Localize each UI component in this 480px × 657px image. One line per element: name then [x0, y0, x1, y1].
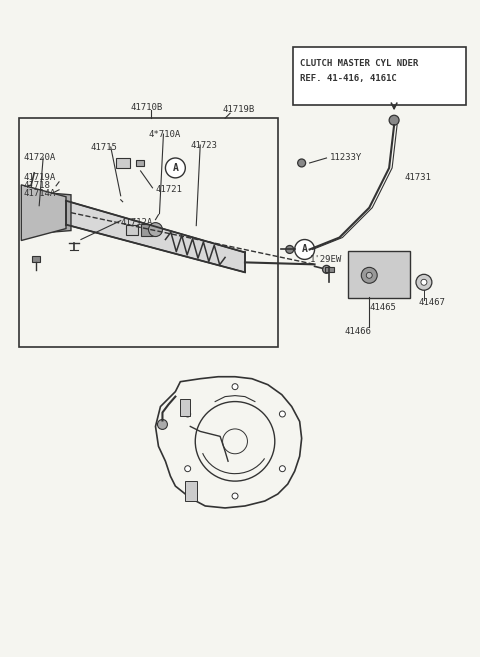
Text: 41731: 41731: [404, 173, 431, 183]
Text: 41720A: 41720A: [23, 154, 56, 162]
Circle shape: [389, 115, 399, 125]
Circle shape: [323, 265, 330, 273]
Circle shape: [421, 279, 427, 285]
Text: A: A: [302, 244, 308, 254]
Bar: [19, 118, 278, 347]
Text: 41710B: 41710B: [131, 102, 163, 112]
Text: 41714A: 41714A: [23, 189, 56, 198]
Polygon shape: [21, 185, 66, 240]
Bar: [185, 481, 197, 501]
Circle shape: [298, 159, 306, 167]
Text: A: A: [172, 163, 178, 173]
Circle shape: [157, 419, 168, 430]
Text: 41465: 41465: [369, 303, 396, 311]
Circle shape: [279, 466, 286, 472]
FancyBboxPatch shape: [348, 252, 410, 298]
Polygon shape: [66, 201, 245, 273]
Text: 11233Y: 11233Y: [329, 154, 362, 162]
Circle shape: [232, 384, 238, 390]
Text: 41718: 41718: [23, 181, 50, 191]
Circle shape: [279, 411, 286, 417]
Text: CLUTCH MASTER CYL NDER: CLUTCH MASTER CYL NDER: [300, 59, 418, 68]
Bar: [180, 399, 190, 417]
Bar: [32, 256, 40, 262]
Circle shape: [185, 466, 191, 472]
Text: 41712A: 41712A: [120, 218, 153, 227]
Text: 41467: 41467: [419, 298, 446, 307]
Polygon shape: [46, 193, 71, 233]
Text: 41715: 41715: [91, 143, 118, 152]
Bar: [136, 160, 144, 166]
Circle shape: [166, 158, 185, 178]
Text: 41723: 41723: [190, 141, 217, 150]
Circle shape: [361, 267, 377, 283]
Circle shape: [366, 273, 372, 279]
Text: 41721: 41721: [156, 185, 182, 194]
Bar: [116, 158, 130, 168]
Text: 41719B: 41719B: [222, 104, 254, 114]
Circle shape: [185, 411, 191, 417]
Text: 1'29EW: 1'29EW: [310, 255, 342, 264]
Circle shape: [295, 240, 314, 260]
Text: 4*710A: 4*710A: [148, 129, 181, 139]
Circle shape: [232, 493, 238, 499]
Circle shape: [416, 275, 432, 290]
Text: 41719A: 41719A: [23, 173, 56, 183]
Bar: [141, 223, 153, 236]
Text: REF. 41-416, 4161C: REF. 41-416, 4161C: [300, 74, 396, 83]
FancyBboxPatch shape: [293, 47, 466, 105]
Circle shape: [286, 246, 294, 254]
Circle shape: [148, 223, 162, 237]
Bar: [324, 267, 335, 273]
Bar: [126, 225, 138, 235]
Text: 41466: 41466: [344, 327, 371, 336]
